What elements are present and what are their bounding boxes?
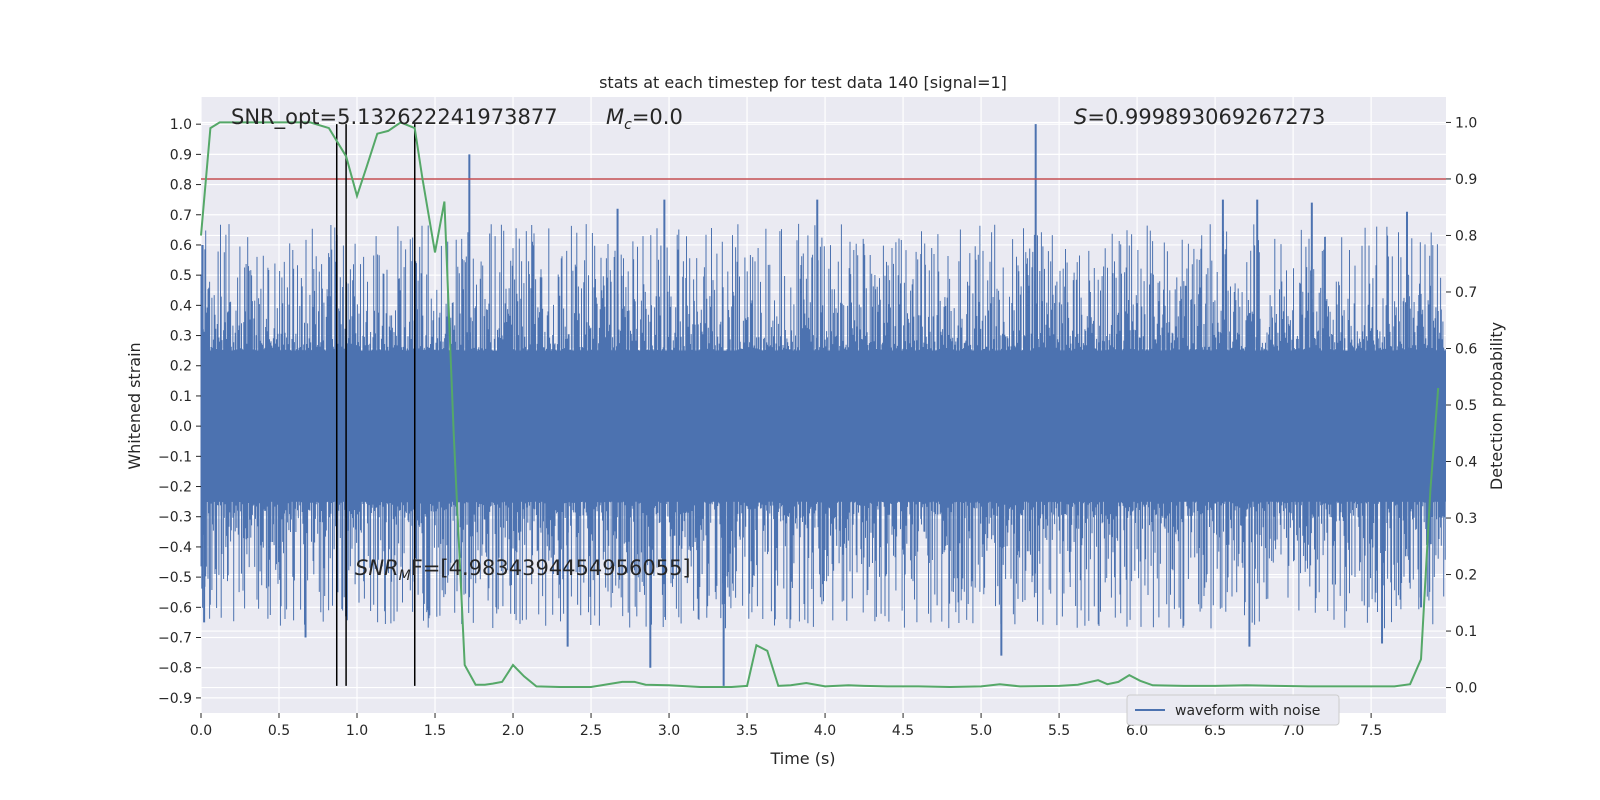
y-right-tick-label: 0.0 — [1455, 681, 1477, 697]
y-right-tick-label: 0.6 — [1455, 341, 1477, 357]
y-tick-label: 0.3 — [170, 329, 192, 345]
mc-subscript: c — [624, 117, 632, 133]
x-tick-label: 0.5 — [268, 723, 290, 739]
y-tick-label: −0.9 — [158, 691, 192, 707]
s-annotation: S=0.999893069267273 — [1074, 105, 1325, 129]
y-tick-label: 0.0 — [170, 419, 192, 435]
y-tick-label: 0.2 — [170, 359, 192, 375]
x-tick-label: 5.5 — [1048, 723, 1070, 739]
x-tick-label: 7.5 — [1360, 723, 1382, 739]
y-tick-label: 0.9 — [170, 147, 192, 163]
y-tick-label: 0.1 — [170, 389, 192, 405]
waveform-series — [200, 124, 1446, 686]
y-tick-label: −0.4 — [158, 540, 192, 556]
x-tick-label: 1.0 — [346, 723, 368, 739]
probability-layer — [200, 121, 1440, 689]
x-tick-label: 4.5 — [892, 723, 914, 739]
x-tick-label: 7.0 — [1282, 723, 1304, 739]
waveform-line — [200, 223, 1446, 629]
x-tick-label: 5.0 — [970, 723, 992, 739]
snr-mf-subscript: M — [399, 568, 411, 584]
y-tick-label: 0.6 — [170, 238, 192, 254]
y-tick-label: 0.4 — [170, 298, 192, 314]
mc-symbol: M — [606, 105, 624, 129]
y-axis-ticks: 1.0 0.9 0.8 0.7 0.6 0.5 0.4 0.3 0.2 0.1 0.0 −0.1 −0.… — [158, 117, 201, 707]
x-tick-label: 3.5 — [736, 723, 758, 739]
y-right-tick-label: 0.1 — [1455, 624, 1477, 640]
vline-layer — [335, 124, 416, 686]
x-tick-label: 2.0 — [502, 723, 524, 739]
y-tick-label: −0.1 — [158, 449, 192, 465]
y-right-axis-label: Detection probability — [1487, 322, 1506, 490]
chart-title: stats at each timestep for test data 140… — [599, 73, 1007, 92]
legend-box — [1126, 694, 1340, 726]
x-tick-label: 3.0 — [658, 723, 680, 739]
x-axis-label: Time (s) — [769, 749, 835, 768]
y-tick-label: −0.6 — [158, 600, 192, 616]
x-tick-label: 6.5 — [1204, 723, 1226, 739]
snr-mf-symbol: SNR — [355, 556, 399, 580]
y-tick-label: −0.5 — [158, 570, 192, 586]
y-tick-label: −0.2 — [158, 480, 192, 496]
snr-mf-tail: 5] — [669, 556, 691, 580]
y-tick-label: 0.8 — [170, 178, 192, 194]
detection-probability-line — [200, 121, 1440, 689]
y-right-tick-label: 0.5 — [1455, 398, 1477, 414]
y-tick-label: −0.3 — [158, 510, 192, 526]
s-value: =0.999893069267273 — [1087, 105, 1325, 129]
y-right-axis-ticks: 1.0 0.9 0.8 0.7 0.6 0.5 0.4 0.3 0.2 0.1 0.0 — [1446, 115, 1477, 697]
s-symbol: S — [1074, 105, 1087, 129]
x-tick-label: 1.5 — [424, 723, 446, 739]
y-right-tick-label: 0.7 — [1455, 285, 1477, 301]
mc-value: =0.0 — [632, 105, 683, 129]
x-tick-label: 0.0 — [190, 723, 212, 739]
y-right-tick-label: 0.8 — [1455, 228, 1477, 244]
snr-mf-annotation: SNRMF=[4.9834394454956055] — [355, 556, 691, 584]
y-right-tick-label: 0.4 — [1455, 455, 1477, 471]
snr-mf-value: F=[4.983439445495605 — [411, 556, 669, 580]
y-right-tick-label: 1.0 — [1455, 115, 1477, 131]
y-tick-label: 0.5 — [170, 268, 192, 284]
y-right-tick-label: 0.2 — [1455, 568, 1477, 584]
x-tick-label: 6.0 — [1126, 723, 1148, 739]
y-right-tick-label: 0.9 — [1455, 172, 1477, 188]
y-tick-label: 0.7 — [170, 208, 192, 224]
snr-opt-annotation: SNR_opt=5.132622241973877 — [231, 105, 558, 130]
y-tick-label: −0.7 — [158, 631, 192, 647]
x-tick-label: 4.0 — [814, 723, 836, 739]
x-tick-label: 2.5 — [580, 723, 602, 739]
legend-label: waveform with noise — [1175, 703, 1320, 719]
y-tick-label: −0.8 — [158, 661, 192, 677]
y-axis-label: Whitened strain — [125, 342, 144, 469]
y-tick-label: 1.0 — [170, 117, 192, 133]
legend: waveform with noise — [1126, 694, 1340, 726]
y-right-tick-label: 0.3 — [1455, 511, 1477, 527]
mc-annotation: Mc=0.0 — [606, 105, 683, 133]
